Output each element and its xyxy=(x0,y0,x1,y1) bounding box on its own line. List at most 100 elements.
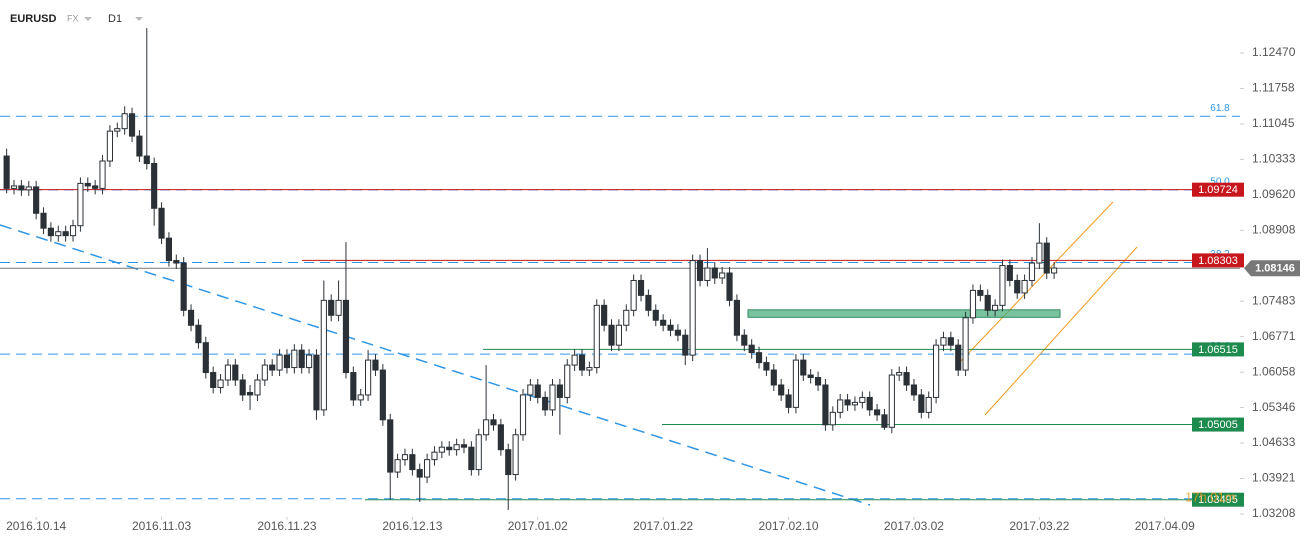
level-label: 1.08303 xyxy=(1198,255,1238,267)
candle-body xyxy=(424,459,431,478)
candle-body xyxy=(512,434,519,476)
candle-body xyxy=(556,384,563,398)
y-tick-label: 1.03208 xyxy=(1252,506,1296,520)
candle-body xyxy=(372,359,379,371)
candle-body xyxy=(158,207,165,239)
candle-body xyxy=(187,309,195,326)
countdown: 17h 01m xyxy=(1185,489,1236,504)
candle-body xyxy=(866,396,873,411)
candle-body xyxy=(608,324,615,346)
candle-body xyxy=(674,329,681,336)
candle-body xyxy=(468,446,475,471)
y-tick-label: 1.08908 xyxy=(1252,222,1296,236)
x-tick-label: 2017.01.22 xyxy=(633,519,693,533)
y-tick-label: 1.04633 xyxy=(1252,435,1296,449)
candle-body xyxy=(667,324,674,331)
candle-body xyxy=(483,419,490,436)
candle-body xyxy=(903,372,910,386)
candle-body xyxy=(269,364,276,371)
candle-body xyxy=(829,411,836,426)
x-tick-label: 2016.11.03 xyxy=(132,519,191,533)
candle-body xyxy=(1036,242,1043,264)
candle-body xyxy=(696,260,704,281)
candle-body xyxy=(881,414,888,428)
candle-body xyxy=(114,128,121,132)
candle-body xyxy=(807,374,814,379)
candle-body xyxy=(770,369,777,386)
candle-body xyxy=(933,344,940,398)
candle-body xyxy=(328,299,335,316)
candle-body xyxy=(69,225,77,237)
timeframe[interactable]: D1 xyxy=(108,13,122,25)
candle-body xyxy=(601,304,608,326)
candle-body xyxy=(726,272,733,301)
candle-body xyxy=(232,364,239,381)
candle-body xyxy=(527,384,534,396)
candle-body xyxy=(320,299,327,411)
level-badge xyxy=(1192,182,1244,197)
header: EURUSD FX D1 xyxy=(10,13,143,25)
candle-body xyxy=(859,396,866,403)
candle-body xyxy=(438,446,445,453)
candle-body xyxy=(733,299,741,336)
candle-body xyxy=(896,372,903,376)
y-tick-label: 1.03921 xyxy=(1252,471,1296,485)
candle-body xyxy=(704,267,711,281)
candle-body xyxy=(10,185,18,189)
candle-body xyxy=(785,394,792,408)
candle-body xyxy=(446,446,453,451)
candle-body xyxy=(453,444,460,451)
market[interactable]: FX xyxy=(67,13,79,23)
candle-body xyxy=(888,374,895,428)
candle-body xyxy=(1043,242,1050,274)
candle-body xyxy=(578,354,586,371)
x-tick-label: 2016.11.23 xyxy=(257,519,316,533)
candle-body xyxy=(47,227,54,237)
candle-body xyxy=(92,185,99,189)
zone xyxy=(747,309,1061,318)
candle-body xyxy=(571,354,578,366)
candle-body xyxy=(844,399,851,406)
candle-body xyxy=(918,394,925,413)
candle-body xyxy=(210,372,217,388)
candle-body xyxy=(593,304,600,369)
candle-body xyxy=(873,409,881,416)
candle-body xyxy=(940,337,947,346)
candle-body xyxy=(822,384,829,426)
candle-body xyxy=(851,401,859,406)
candle-body xyxy=(431,451,438,461)
candle-body xyxy=(40,212,47,229)
candle-body xyxy=(955,344,962,371)
level-badge xyxy=(1192,342,1244,357)
candle-body xyxy=(84,182,91,187)
candle-body xyxy=(586,367,593,371)
candle-body xyxy=(792,359,800,408)
candle-body xyxy=(136,135,143,157)
candle-body xyxy=(18,185,25,191)
candle-body xyxy=(652,309,659,321)
x-tick-label: 2017.03.22 xyxy=(1009,519,1069,533)
x-tick-label: 2017.03.02 xyxy=(884,519,944,533)
timeframe-caret[interactable] xyxy=(135,17,143,21)
candle-body xyxy=(490,419,497,426)
y-tick-label: 1.07483 xyxy=(1252,293,1296,307)
candle-body xyxy=(992,304,999,311)
candle-body xyxy=(475,434,482,471)
x-tick-label: 2017.01.02 xyxy=(508,519,568,533)
candle-body xyxy=(969,289,977,319)
candle-body xyxy=(261,364,268,381)
market-caret[interactable] xyxy=(84,17,92,21)
candle-body xyxy=(305,354,313,369)
candle-body xyxy=(623,309,630,326)
trend-line xyxy=(0,224,871,506)
y-tick-label: 1.12470 xyxy=(1252,45,1296,59)
candle-body xyxy=(637,279,645,296)
candle-body xyxy=(387,419,394,473)
candle-body xyxy=(335,299,342,316)
candle-body xyxy=(1021,279,1028,294)
candle-body xyxy=(3,155,10,189)
level-label: 1.09724 xyxy=(1198,184,1238,196)
y-tick-label: 1.11758 xyxy=(1252,81,1295,95)
x-tick-label: 2017.02.10 xyxy=(759,519,819,533)
candle-body xyxy=(549,384,556,411)
